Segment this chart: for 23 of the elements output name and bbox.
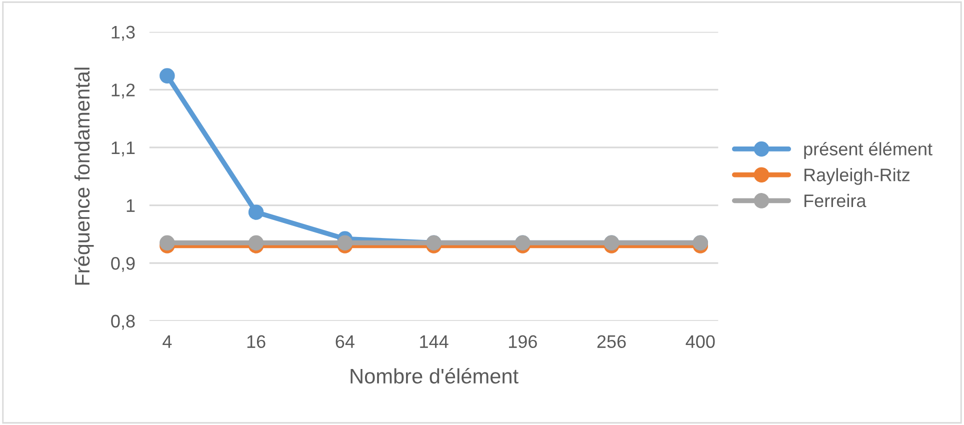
legend-label: Rayleigh-Ritz xyxy=(804,168,910,185)
x-tick-label: 400 xyxy=(686,335,715,348)
point xyxy=(248,204,264,220)
x-axis-title: Nombre d'élément xyxy=(350,368,518,384)
point xyxy=(337,235,353,250)
y-tick-label: 0,9 xyxy=(111,257,135,272)
legend-label: présent élément xyxy=(804,142,932,160)
x-tick-label: 4 xyxy=(162,335,172,348)
y-tick-label: 0,8 xyxy=(111,314,135,330)
y-tick-label: 1 xyxy=(126,199,135,212)
y-axis-title: Fréquence fondamental xyxy=(74,68,94,285)
point xyxy=(160,68,175,84)
x-tick-label: 16 xyxy=(247,335,266,348)
point xyxy=(160,235,175,250)
x-tick-label: 256 xyxy=(597,335,626,348)
legend-label: Ferreira xyxy=(804,194,866,208)
x-tick-label: 196 xyxy=(508,335,537,348)
y-tick-label: 1,1 xyxy=(112,142,135,156)
point xyxy=(248,235,264,250)
y-tick-label: 1,2 xyxy=(112,84,135,99)
y-tick-label: 1,3 xyxy=(112,26,135,41)
x-tick-label: 64 xyxy=(336,335,354,348)
x-tick-label: 144 xyxy=(420,335,448,348)
